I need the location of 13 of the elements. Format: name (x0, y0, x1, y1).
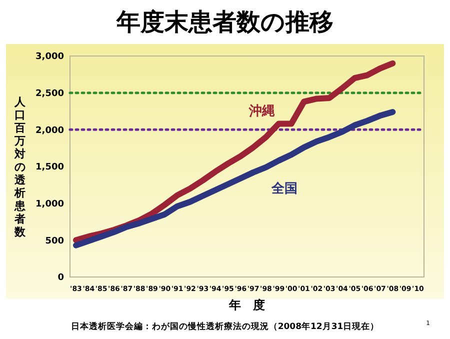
y-tick-label: 0 (58, 273, 64, 284)
series-label: 全国 (270, 182, 298, 197)
y-tick-label: 500 (45, 236, 64, 246)
series-label: 沖縄 (248, 104, 275, 120)
y-tick-label: 1,500 (36, 162, 64, 173)
text: 日本透析医学会編：わが国の慢性透析療法の現況（2008年12月31日現在） (70, 321, 380, 332)
y-tick-label: 1,000 (36, 199, 64, 210)
text: 人口百万対の透析患者数 (14, 95, 26, 238)
y-tick-label: 3,000 (36, 52, 64, 62)
chart-title: 年度末患者数の推移 (116, 8, 334, 36)
y-tick-label: 2,000 (36, 126, 64, 136)
x-axis-title: 年 度 (228, 298, 265, 312)
y-tick-label: 2,500 (36, 88, 64, 99)
